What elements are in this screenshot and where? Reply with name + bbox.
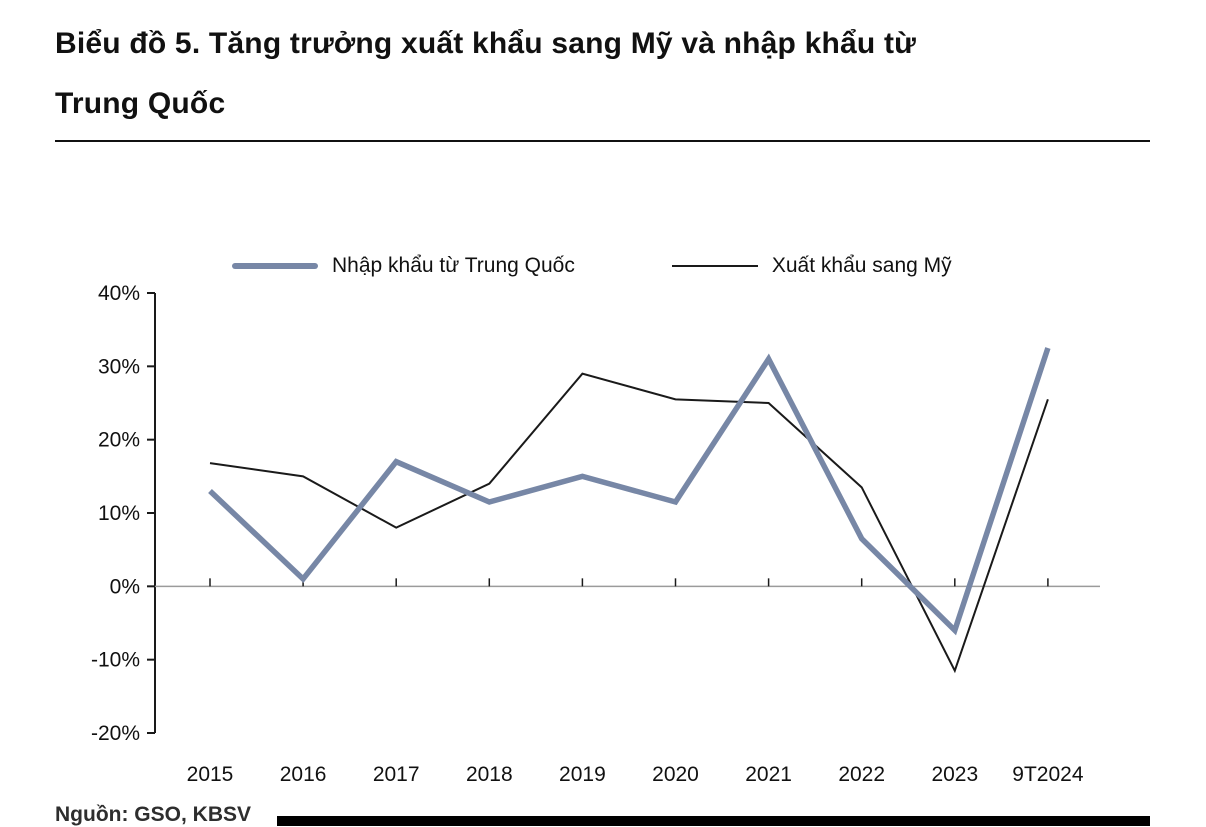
- y-axis-label: -10%: [91, 649, 140, 672]
- y-axis-label: 20%: [98, 429, 140, 452]
- x-axis-label: 2017: [373, 763, 420, 786]
- series-line-0: [208, 347, 1051, 636]
- x-axis-label: 2015: [187, 763, 234, 786]
- chart-legend: Nhập khẩu từ Trung Quốc Xuất khẩu sang M…: [232, 254, 952, 278]
- x-axis-label: 9T2024: [1012, 763, 1084, 786]
- x-axis-label: 2022: [838, 763, 885, 786]
- legend-line-sample-imports: [232, 263, 318, 269]
- chart-title-line1: Biểu đồ 5. Tăng trưởng xuất khẩu sang Mỹ…: [55, 27, 917, 60]
- y-axis-label: 40%: [98, 282, 140, 305]
- x-axis-label: 2021: [745, 763, 792, 786]
- source-text: Nguồn: GSO, KBSV: [55, 803, 251, 826]
- y-axis-label: 0%: [110, 575, 140, 598]
- series-line-1: [209, 372, 1049, 674]
- chart-title-line2: Trung Quốc: [55, 87, 226, 120]
- legend-item-imports-china: Nhập khẩu từ Trung Quốc: [232, 254, 575, 278]
- legend-label-exports: Xuất khẩu sang Mỹ: [771, 254, 952, 277]
- source-row: Nguồn: GSO, KBSV: [55, 803, 1150, 827]
- x-axis-label: 2018: [466, 763, 513, 786]
- y-axis-label: 10%: [98, 502, 140, 525]
- legend-line-sample-exports: [671, 264, 758, 268]
- x-axis-label: 2019: [559, 763, 606, 786]
- legend-item-exports-us: Xuất khẩu sang Mỹ: [671, 254, 952, 278]
- chart-title: Biểu đồ 5. Tăng trưởng xuất khẩu sang Mỹ…: [55, 14, 1155, 134]
- y-axis-label: -20%: [91, 722, 140, 745]
- title-divider: [55, 140, 1150, 142]
- y-axis-label: 30%: [98, 355, 140, 378]
- x-axis-label: 2023: [931, 763, 978, 786]
- x-axis-label: 2016: [280, 763, 327, 786]
- bottom-divider: [277, 816, 1150, 826]
- legend-label-imports: Nhập khẩu từ Trung Quốc: [332, 254, 575, 277]
- x-axis-label: 2020: [652, 763, 699, 786]
